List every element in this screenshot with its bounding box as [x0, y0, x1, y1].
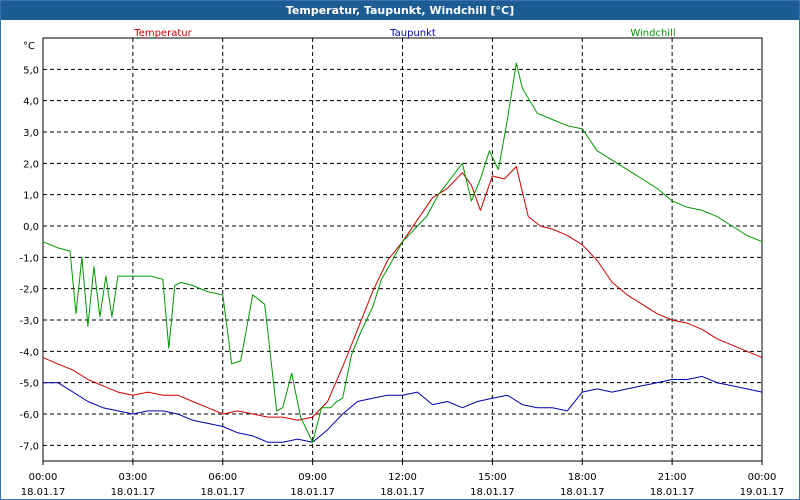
y-tick-label: 5,0 [23, 65, 39, 76]
x-tick-time: 00:00 [748, 472, 777, 483]
x-tick-time: 03:00 [118, 472, 147, 483]
x-tick-date: 18.01.17 [21, 487, 66, 498]
legend-entry-taupunkt: Taupunkt [389, 28, 436, 39]
y-axis-ticks: 5,0 4,0 3,0 2,0 1,0 0,0 -1,0 -2,0 -3,0 -4,0 -5,0 -6… [19, 65, 39, 452]
x-tick-time: 15:00 [478, 472, 507, 483]
x-tick-time: 06:00 [208, 472, 237, 483]
y-tick-label: 1,0 [23, 191, 39, 202]
y-tick-label: 0,0 [23, 222, 39, 233]
y-axis-unit-label: °C [23, 41, 35, 52]
series-line-windchill [42, 62, 763, 443]
x-tick-date: 18.01.17 [380, 487, 425, 498]
legend-entry-temperatur: Temperatur [133, 28, 192, 39]
x-tick-date: 18.01.17 [200, 487, 245, 498]
legend-entry-windchill: Windchill [630, 28, 675, 39]
x-tick-time: 12:00 [388, 472, 417, 483]
x-tick-date: 18.01.17 [470, 487, 515, 498]
x-tick-time: 18:00 [568, 472, 597, 483]
y-tick-label: -3,0 [19, 316, 39, 327]
y-tick-label: -7,0 [19, 441, 39, 452]
chart-title: Temperatur, Taupunkt, Windchill [°C] [1, 1, 799, 20]
x-tick-date: 18.01.17 [560, 487, 605, 498]
x-tick-date: 18.01.17 [650, 487, 695, 498]
y-tick-label: -5,0 [19, 379, 39, 390]
series-line-taupunkt [43, 375, 763, 443]
series-layer [42, 62, 763, 443]
grid-lines [43, 38, 762, 461]
y-tick-label: 3,0 [23, 128, 39, 139]
y-tick-label: -1,0 [19, 253, 39, 264]
x-tick-date: 18.01.17 [111, 487, 156, 498]
y-tick-label: -2,0 [19, 285, 39, 296]
y-tick-label: -6,0 [19, 410, 39, 421]
x-tick-time: 09:00 [298, 472, 327, 483]
x-tick-time: 00:00 [29, 472, 58, 483]
x-tick-date: 19.01.17 [740, 487, 785, 498]
y-tick-label: -4,0 [19, 347, 39, 358]
y-tick-label: 2,0 [23, 159, 39, 170]
x-tick-date: 18.01.17 [290, 487, 335, 498]
x-axis-ticks: 00:00 18.01.17 03:00 18.01.17 06:00 18.01.17 0… [21, 461, 785, 498]
legend: Temperatur Taupunkt Windchill [133, 28, 675, 39]
series-line-temperatur [42, 166, 763, 421]
y-tick-label: 4,0 [23, 97, 39, 108]
x-tick-time: 21:00 [658, 472, 687, 483]
